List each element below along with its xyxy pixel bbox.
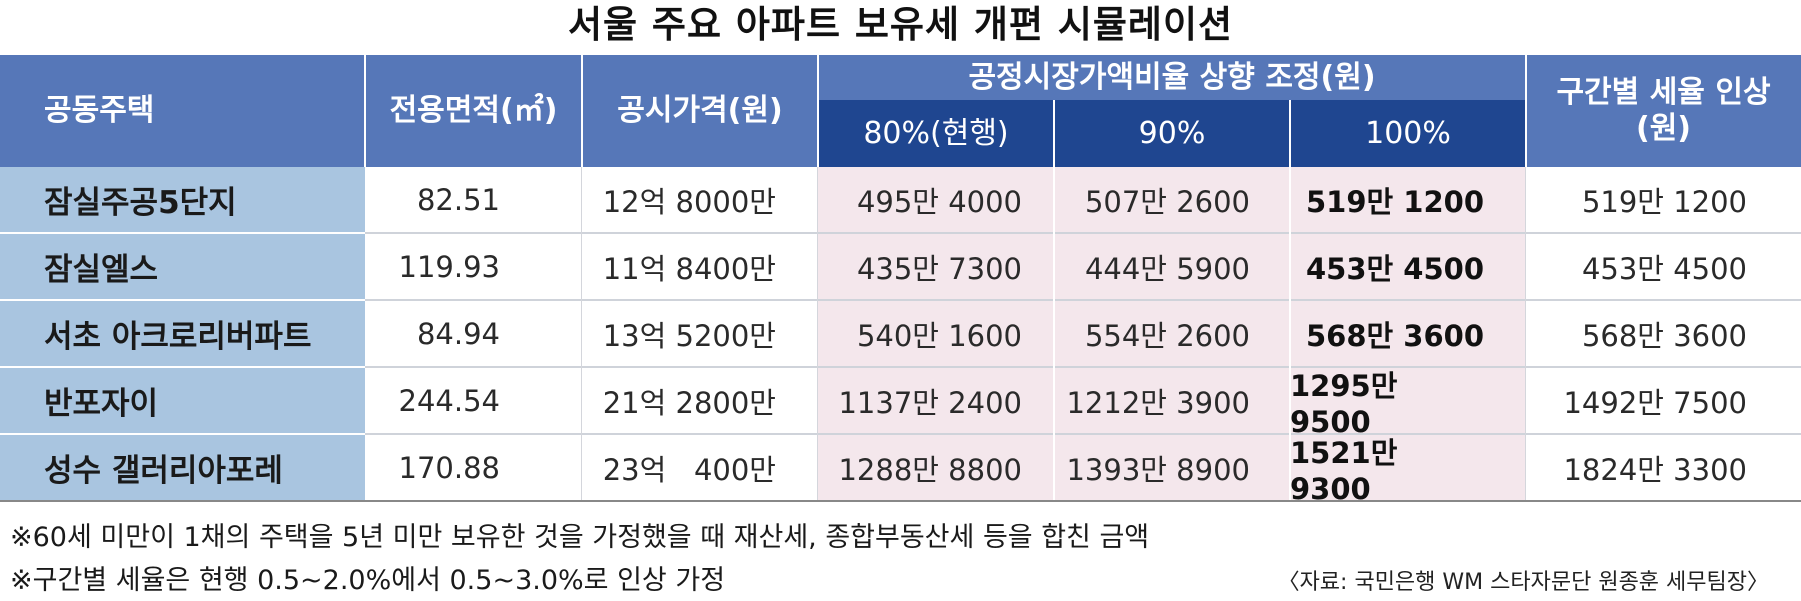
table-row: 잠실엘스 119.93 11억 8400만 435만 7300 444만 590… <box>0 234 1801 299</box>
tax-90-value: 507만 2600 <box>1054 167 1290 232</box>
header-divider <box>581 55 583 167</box>
header-p90: 90% <box>1138 115 1206 151</box>
source-credit: 〈자료: 국민은행 WM 스타자문단 원종훈 세무팀장〉 <box>1277 570 1769 595</box>
tax-90-value: 554만 2600 <box>1054 301 1290 366</box>
tax-100-value: 519만 1200 <box>1290 167 1526 232</box>
tax-80-value: 1137만 2400 <box>818 368 1054 433</box>
row-divider <box>0 232 365 234</box>
area-value: 119.93 <box>398 249 500 284</box>
price-value: 11억 8400만 <box>602 251 776 286</box>
row-divider <box>0 299 1801 301</box>
table-row: 서초 아크로리버파트 84.94 13억 5200만 540만 1600 554… <box>0 301 1801 366</box>
area-value: 82.51 <box>416 182 500 217</box>
tax-90-value: 444만 5900 <box>1054 234 1290 299</box>
column-divider <box>1053 167 1055 500</box>
tax-90-value: 1393만 8900 <box>1054 435 1290 500</box>
rate-increase-value: 1492만 7500 <box>1563 385 1747 420</box>
area-value: 244.54 <box>398 383 500 418</box>
tax-100-value: 1295만 9500 <box>1290 368 1526 439</box>
tax-80-value: 495만 4000 <box>818 167 1054 232</box>
header-price: 공시가격(원) <box>617 93 783 128</box>
tax-100-value: 568만 3600 <box>1290 301 1526 366</box>
header-rate-line1: 구간별 세율 인상 <box>1556 75 1771 110</box>
row-divider <box>0 366 365 368</box>
price-value: 23억 400만 <box>602 452 776 487</box>
price-value: 13억 5200만 <box>602 318 776 353</box>
table-bottom-border <box>0 500 1801 502</box>
header-rate-line2: (원) <box>1635 111 1692 146</box>
area-value: 170.88 <box>398 450 500 485</box>
area-value: 84.94 <box>416 316 500 351</box>
ratio-subheader <box>818 100 1526 167</box>
apartment-name: 잠실주공5단지 <box>0 167 365 232</box>
table-row: 성수 갤러리아포레 170.88 23억 400만 1288만 8800 139… <box>0 435 1801 506</box>
apartment-name: 성수 갤러리아포레 <box>0 435 365 500</box>
footnote-2: ※구간별 세율은 현행 0.5~2.0%에서 0.5~3.0%로 인상 가정 <box>10 565 726 596</box>
header-p80: 80%(현행) <box>863 115 1009 151</box>
header-divider <box>1525 55 1527 167</box>
header-area: 전용면적(㎡) <box>389 93 558 128</box>
row-divider <box>0 433 1801 435</box>
rate-increase-value: 568만 3600 <box>1581 318 1747 353</box>
tax-80-value: 540만 1600 <box>818 301 1054 366</box>
tax-simulation-table: 공동주택 전용면적(㎡) 공시가격(원) 공정시장가액비율 상향 조정(원) 8… <box>0 55 1801 506</box>
apartment-name: 반포자이 <box>0 368 365 433</box>
rate-increase-value: 453만 4500 <box>1581 251 1747 286</box>
header-divider <box>817 55 819 167</box>
tax-80-value: 435만 7300 <box>818 234 1054 299</box>
header-ratio-group: 공정시장가액비율 상향 조정(원) <box>968 59 1376 95</box>
header-divider <box>1053 100 1055 167</box>
header-divider <box>364 55 366 167</box>
table-row: 잠실주공5단지 82.51 12억 8000만 495만 4000 507만 2… <box>0 167 1801 232</box>
column-divider <box>581 167 582 500</box>
rate-increase-value: 1824만 3300 <box>1563 452 1747 487</box>
price-value: 21억 2800만 <box>602 385 776 420</box>
header-rate: 구간별 세율 인상 (원) <box>1526 55 1801 167</box>
tax-90-value: 1212만 3900 <box>1054 368 1290 433</box>
apartment-name: 서초 아크로리버파트 <box>0 301 365 366</box>
column-divider <box>1525 167 1526 500</box>
tax-100-value: 453만 4500 <box>1290 234 1526 299</box>
rate-increase-value: 519만 1200 <box>1581 184 1747 219</box>
price-value: 12억 8000만 <box>602 184 776 219</box>
row-divider <box>0 232 1801 234</box>
tax-80-value: 1288만 8800 <box>818 435 1054 500</box>
header-p100: 100% <box>1365 115 1451 151</box>
column-divider <box>1289 167 1291 500</box>
column-divider <box>817 167 818 500</box>
footnote-1: ※60세 미만이 1채의 주택을 5년 미만 보유한 것을 가정했을 때 재산세… <box>10 522 1150 553</box>
header-apartment: 공동주택 <box>44 93 155 128</box>
apartment-name: 잠실엘스 <box>0 234 365 299</box>
row-divider <box>0 299 365 301</box>
tax-100-value: 1521만 9300 <box>1290 435 1526 506</box>
row-divider <box>0 433 365 435</box>
row-divider <box>0 366 1801 368</box>
header-divider <box>1289 100 1291 167</box>
page-title: 서울 주요 아파트 보유세 개편 시뮬레이션 <box>567 3 1234 46</box>
table-row: 반포자이 244.54 21억 2800만 1137만 2400 1212만 3… <box>0 368 1801 439</box>
